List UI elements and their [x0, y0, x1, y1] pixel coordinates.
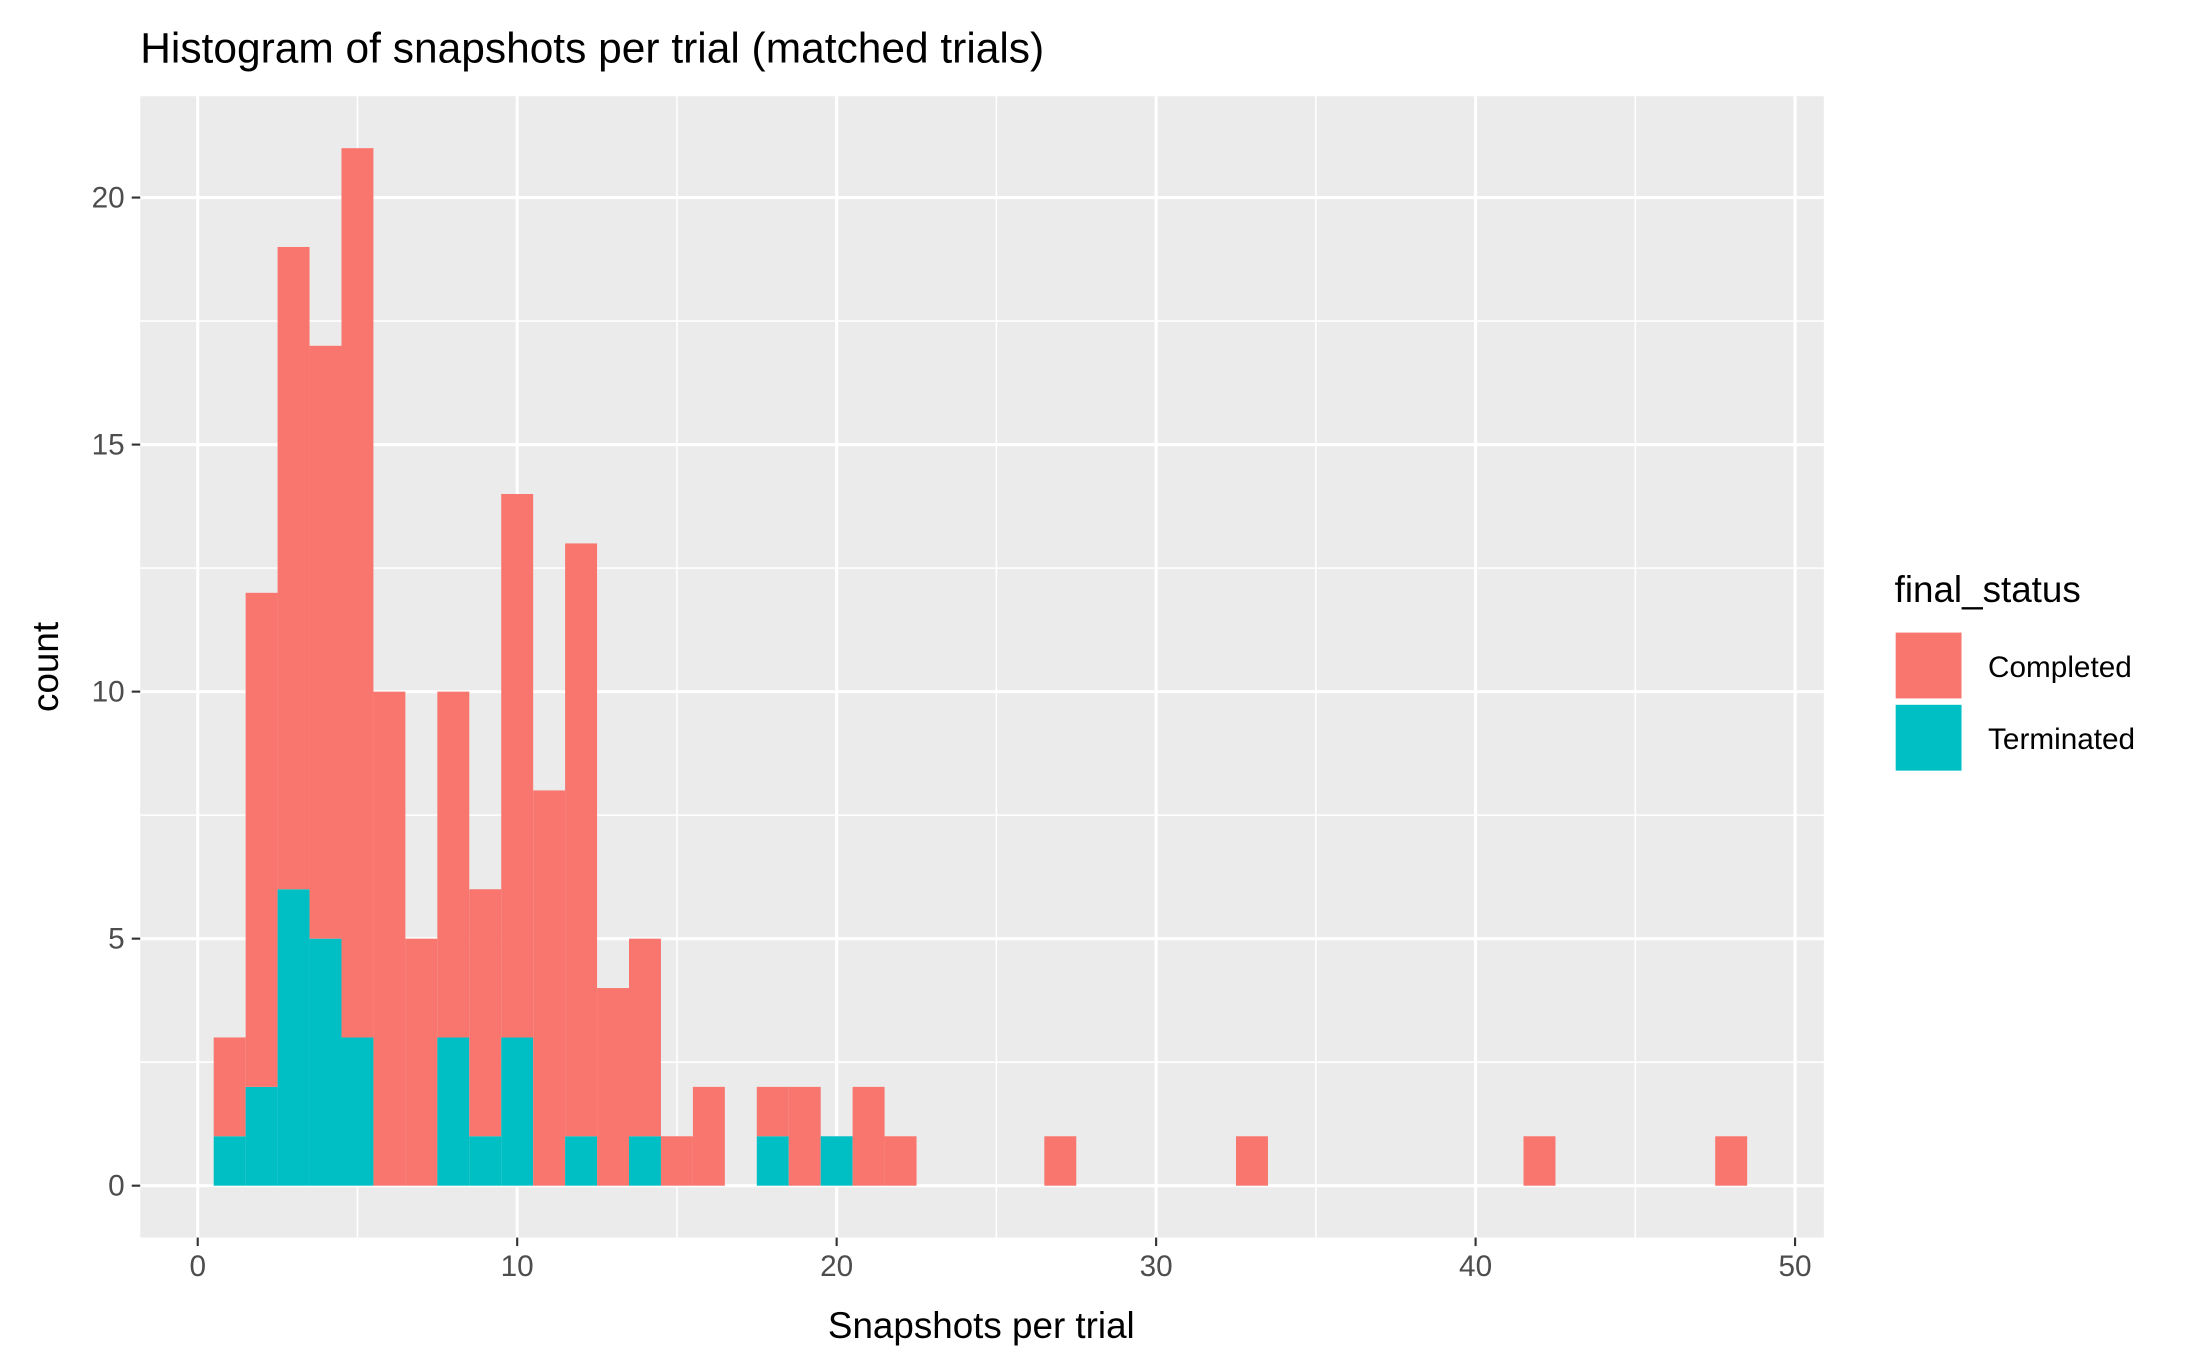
bar-completed	[852, 1086, 885, 1186]
y-tick-label: 0	[108, 1170, 125, 1203]
axes: 0 10 20 30 40 50 0 5 10 15 20	[92, 181, 1812, 1282]
x-tick-label: 40	[1459, 1250, 1492, 1283]
bar-completed	[213, 1037, 246, 1137]
legend-label-completed: Completed	[1988, 651, 2132, 684]
bar-completed	[1523, 1136, 1556, 1186]
bar-terminated	[437, 1037, 470, 1186]
y-tick-label: 5	[108, 923, 125, 956]
legend-label-terminated: Terminated	[1988, 723, 2135, 756]
bar-completed	[692, 1086, 725, 1186]
bar-completed	[884, 1136, 917, 1186]
bars	[213, 148, 1748, 1186]
bar-completed	[501, 494, 534, 1038]
chart-title: Histogram of snapshots per trial (matche…	[140, 24, 1044, 71]
legend-key-terminated	[1893, 702, 1964, 773]
bar-completed	[756, 1086, 789, 1137]
bar-completed	[629, 938, 661, 1137]
x-tick-label: 30	[1140, 1250, 1173, 1283]
bar-completed	[1235, 1136, 1268, 1186]
y-tick-label: 10	[92, 676, 125, 709]
bar-completed	[597, 988, 630, 1186]
bar-terminated	[756, 1136, 789, 1186]
y-tick-label: 20	[92, 181, 125, 214]
bar-completed	[469, 889, 502, 1137]
y-axis-label: count	[25, 622, 66, 712]
bar-completed	[405, 938, 438, 1186]
bar-completed	[565, 543, 598, 1137]
bar-terminated	[213, 1136, 246, 1186]
bar-completed	[245, 592, 278, 1087]
bar-completed	[309, 345, 342, 939]
bar-terminated	[245, 1086, 278, 1186]
x-tick-label: 0	[189, 1250, 206, 1283]
bar-completed	[437, 691, 470, 1038]
bar-terminated	[309, 938, 342, 1186]
legend-title: final_status	[1895, 569, 2081, 610]
bar-completed	[533, 790, 566, 1186]
bar-terminated	[277, 889, 310, 1186]
bar-completed	[277, 246, 310, 890]
bar-completed	[660, 1136, 693, 1186]
bar-completed	[373, 691, 406, 1186]
x-axis-label: Snapshots per trial	[828, 1305, 1135, 1346]
x-tick-label: 10	[501, 1250, 534, 1283]
bar-terminated	[820, 1136, 853, 1186]
bar-completed	[341, 148, 374, 1038]
x-tick-label: 20	[820, 1250, 853, 1283]
bar-terminated	[629, 1136, 661, 1186]
bar-terminated	[341, 1037, 374, 1186]
legend: final_status Completed Terminated	[1893, 569, 2135, 773]
bar-completed	[788, 1086, 821, 1186]
bar-completed	[1715, 1136, 1748, 1186]
bar-terminated	[565, 1136, 598, 1186]
bar-terminated	[469, 1136, 502, 1186]
legend-key-completed	[1893, 630, 1964, 701]
x-tick-label: 50	[1779, 1250, 1812, 1283]
bar-terminated	[501, 1037, 534, 1186]
bar-completed	[1044, 1136, 1077, 1186]
y-tick-label: 15	[92, 429, 125, 462]
